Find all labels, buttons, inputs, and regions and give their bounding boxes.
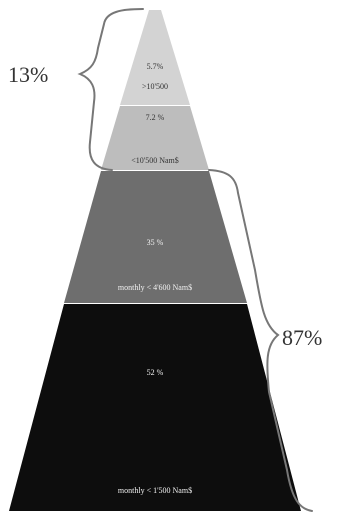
lower-bracket-value: 87%: [282, 325, 322, 350]
segment-third-percent: 35 %: [147, 238, 164, 247]
segment-bottom-percent: 52 %: [147, 368, 164, 377]
segment-top-label: >10'500: [142, 82, 168, 91]
upper-bracket-value: 13%: [8, 62, 48, 87]
lower-bracket: [208, 169, 313, 512]
segment-top-percent: 5.7%: [147, 62, 164, 71]
segment-third: [64, 171, 247, 303]
segment-third-label: monthly < 4'600 Nam$: [118, 283, 192, 292]
segment-top: [120, 10, 190, 105]
segment-second-percent: 7.2 %: [146, 113, 165, 122]
segment-second-label: <10'500 Nam$: [131, 156, 179, 165]
segment-second: [101, 106, 209, 170]
segment-bottom-label: monthly < 1'500 Nam$: [118, 486, 192, 495]
upper-bracket: [77, 8, 144, 171]
segment-bottom: [9, 304, 301, 511]
